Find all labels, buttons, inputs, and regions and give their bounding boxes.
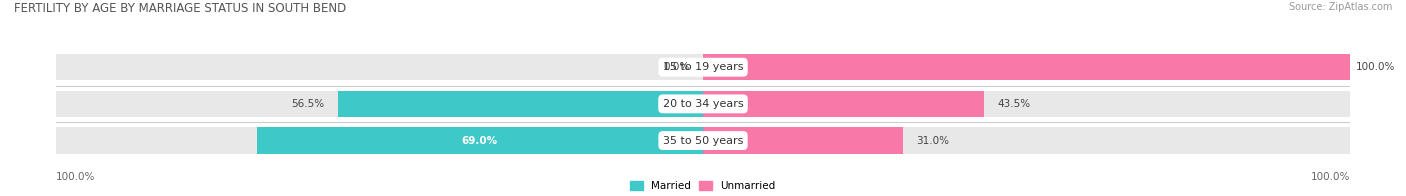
Text: Source: ZipAtlas.com: Source: ZipAtlas.com: [1288, 2, 1392, 12]
Bar: [56, 127, 1350, 154]
Bar: [703, 127, 904, 154]
Text: 56.5%: 56.5%: [291, 99, 325, 109]
Text: 35 to 50 years: 35 to 50 years: [662, 136, 744, 146]
Text: 69.0%: 69.0%: [461, 136, 498, 146]
Bar: [56, 91, 1350, 117]
Text: 0.0%: 0.0%: [664, 62, 690, 72]
Text: 31.0%: 31.0%: [917, 136, 949, 146]
Text: FERTILITY BY AGE BY MARRIAGE STATUS IN SOUTH BEND: FERTILITY BY AGE BY MARRIAGE STATUS IN S…: [14, 2, 346, 15]
Text: 100.0%: 100.0%: [1310, 172, 1350, 182]
Bar: [56, 54, 1350, 80]
Legend: Married, Unmarried: Married, Unmarried: [630, 181, 776, 191]
Text: 20 to 34 years: 20 to 34 years: [662, 99, 744, 109]
Bar: [337, 91, 703, 117]
Text: 43.5%: 43.5%: [997, 99, 1031, 109]
Text: 100.0%: 100.0%: [56, 172, 96, 182]
Bar: [703, 54, 1350, 80]
Text: 100.0%: 100.0%: [1357, 62, 1396, 72]
Bar: [257, 127, 703, 154]
Bar: [703, 91, 984, 117]
Text: 15 to 19 years: 15 to 19 years: [662, 62, 744, 72]
